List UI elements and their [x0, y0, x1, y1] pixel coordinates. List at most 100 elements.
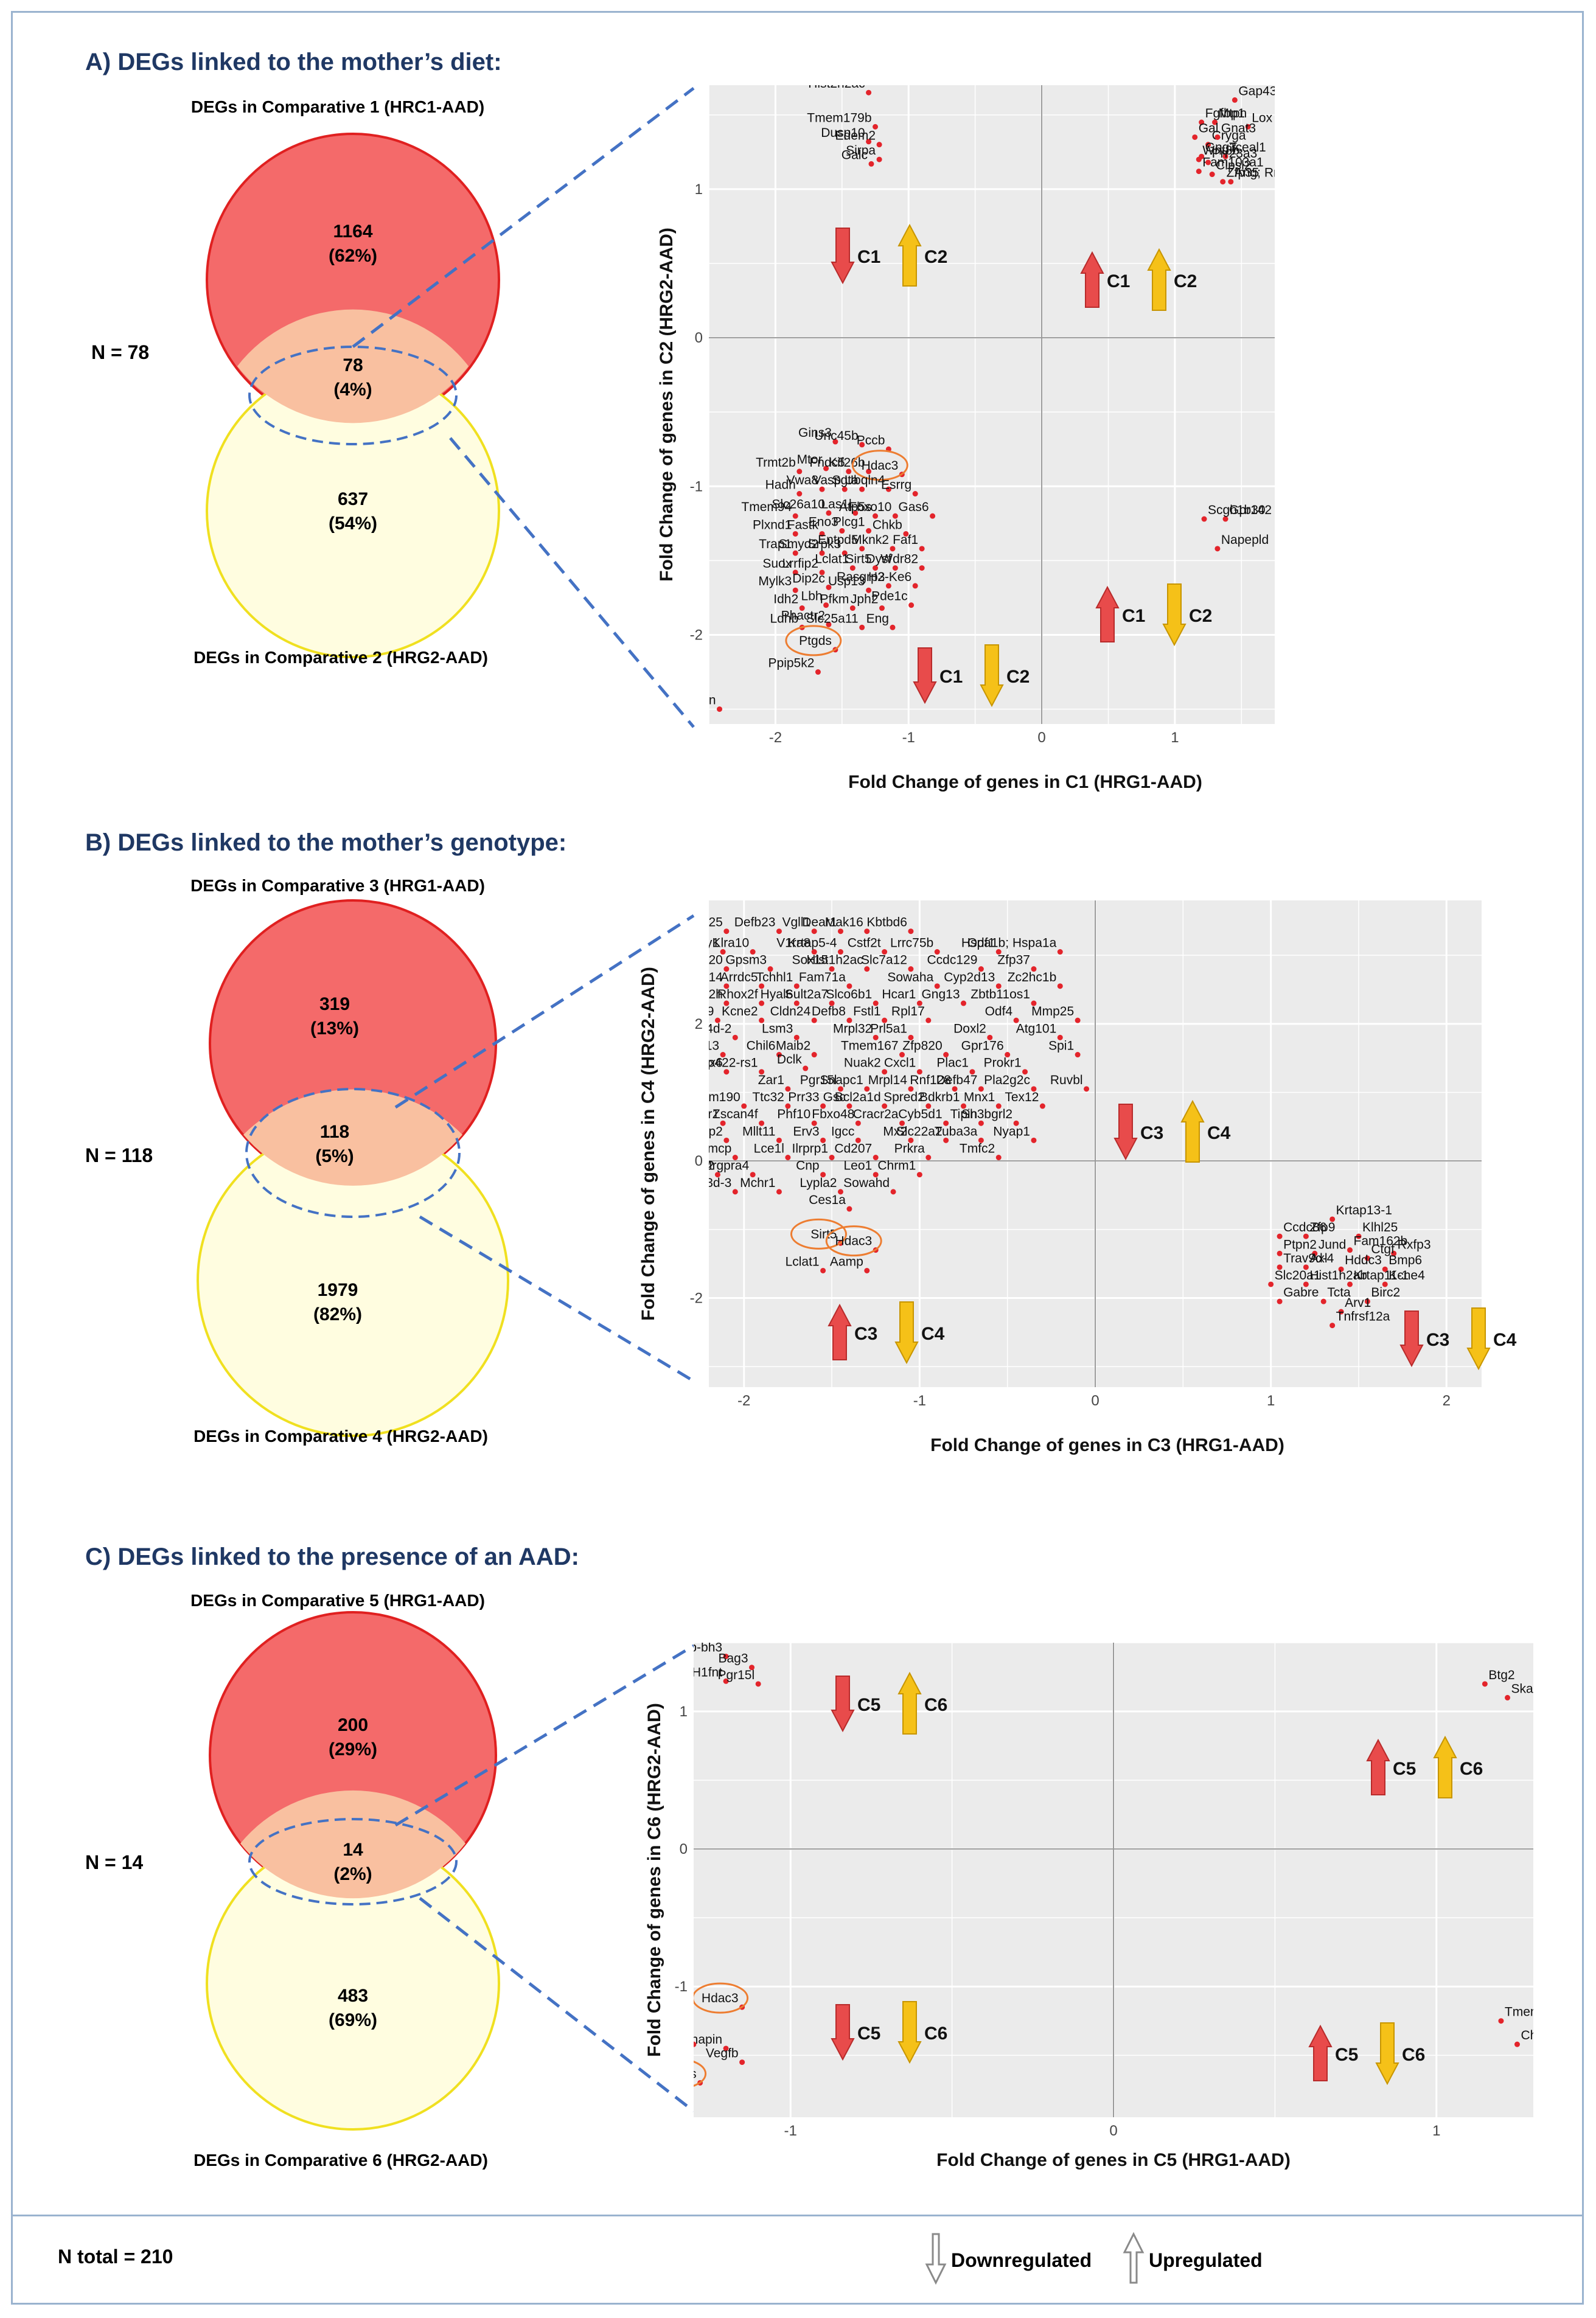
gene-dot — [943, 1052, 949, 1058]
gene-label: Lclat1 — [815, 552, 849, 566]
gene-label: Tipin — [950, 1107, 978, 1121]
gene-label: Kbtbd6 — [866, 916, 907, 930]
plot-a-quadrant-labels: C1 C2 C1 C2 C1 C2 C1 C2 — [831, 223, 1212, 708]
gene-label: Fbxo10 — [849, 500, 891, 514]
venn-b-overlap-outline — [245, 1088, 461, 1218]
gene-dot — [925, 1103, 932, 1109]
gene-label: Vwa8 — [786, 473, 818, 487]
gene-dot — [859, 486, 865, 492]
gene-point: Slco6b1 — [826, 987, 879, 1006]
quad-label-a: C3 — [1426, 1330, 1449, 1350]
gene-label: Bdkrb1 — [919, 1090, 960, 1104]
gene-dot — [1498, 2018, 1504, 2024]
zoom-line-b-top — [394, 914, 695, 1109]
gene-dot — [1205, 159, 1211, 165]
gene-dot — [995, 1155, 1002, 1161]
gene-dot — [759, 1120, 765, 1126]
gene-label: Aamp — [830, 1255, 863, 1269]
gene-dot — [720, 1052, 726, 1058]
gene-point: Chil6 — [747, 1039, 782, 1058]
gene-dot — [811, 1052, 817, 1058]
gene-label: Slc20a1 — [1275, 1269, 1321, 1283]
gene-point: Gas6 — [898, 500, 936, 519]
gene-label: Hcar1 — [882, 987, 916, 1001]
gene-point: Aamp — [830, 1255, 870, 1273]
gene-point: Tnfrsf12a — [1329, 1310, 1390, 1329]
gene-dot — [1514, 2041, 1520, 2047]
gene-label: Lox — [1252, 111, 1272, 125]
gene-label: Trap1 — [759, 537, 792, 551]
gene-point: Defb47 — [936, 1073, 984, 1092]
gene-point: Krtap11-1 — [1347, 1269, 1409, 1287]
gene-dot — [820, 1267, 826, 1273]
gene-point: Mtpn — [1212, 106, 1247, 125]
gene-point: Vwa8 — [786, 473, 825, 492]
gene-dot — [866, 528, 872, 534]
gene-dot — [1382, 1281, 1388, 1287]
gene-label: Eno3 — [809, 515, 838, 529]
gene-dot — [1013, 1120, 1019, 1126]
gene-label: Tmem190 — [683, 1090, 741, 1104]
gene-dot — [1482, 1681, 1488, 1687]
quad-label-b: C2 — [1174, 271, 1197, 291]
gene-label: Zfp37 — [997, 953, 1030, 967]
gene-point: Hist1h2ac — [806, 953, 870, 972]
plot-c-ticks: -1 0 1 1 0 -1 — [675, 1704, 1441, 2139]
gene-point: Hdac3 — [851, 450, 908, 481]
gene-point: Lox — [1245, 111, 1273, 130]
gene-point: Birc2 — [1364, 1286, 1400, 1304]
gene-dot — [864, 928, 870, 935]
gene-point: Hdac3 — [694, 1982, 749, 2014]
gene-point: Zfp9 — [1303, 1220, 1335, 1239]
gene-dot — [819, 531, 825, 537]
gene-point: Phf10 — [777, 1107, 817, 1126]
gene-point: Trav13d-3 — [709, 1176, 738, 1195]
gene-point: Mmp25 — [1031, 1004, 1081, 1023]
gene-dot — [912, 491, 918, 497]
gene-label: Hist2h2ac — [808, 77, 865, 91]
gene-point: Idh2 — [773, 593, 805, 611]
gene-label: Phf10 — [777, 1107, 810, 1121]
gene-label: Dysf — [866, 552, 891, 566]
gene-label: Faf1 — [893, 533, 918, 547]
gene-dot — [873, 1155, 879, 1161]
gene-point: Arv1 — [1338, 1296, 1371, 1315]
gene-label: H1fnt — [692, 1665, 722, 1679]
gene-label: Mx2 — [883, 1124, 907, 1138]
venn-b-top-count: 319 — [319, 994, 350, 1014]
gene-point: Skap2 — [1505, 1682, 1533, 1700]
gene-point: Vegfb — [706, 2047, 745, 2066]
gene-label: Igcc — [831, 1124, 855, 1138]
gene-point: Rpl17 — [891, 1004, 932, 1023]
gene-dot — [868, 161, 874, 167]
gene-dot — [876, 142, 882, 148]
gene-dot — [1196, 156, 1202, 162]
gene-point: Chkb — [873, 518, 909, 537]
gene-dot — [1391, 1250, 1397, 1256]
gene-dot — [820, 1103, 826, 1109]
gene-label: Pgr15l — [800, 1073, 837, 1087]
gene-dot — [820, 1137, 826, 1143]
gene-point: Slc26a10 — [772, 497, 832, 516]
gene-label: Zc2hc1b — [1008, 970, 1057, 984]
gene-point: Sgta — [832, 473, 865, 492]
gene-label: Mrpl32 — [833, 1022, 872, 1035]
gene-point: Gal — [1192, 121, 1218, 140]
gene-label: Hdac3 — [702, 1991, 739, 2005]
quad-label-a: C5 — [1335, 2045, 1358, 2065]
gene-dot — [819, 550, 825, 556]
gene-label: Clpsl2 — [1216, 159, 1251, 173]
gene-dot — [826, 584, 832, 590]
gene-dot — [776, 1052, 782, 1058]
gene-label: Ccdc86 — [1283, 1220, 1326, 1234]
gene-dot — [1084, 1086, 1090, 1092]
gene-point: Cyb5d1 — [898, 1107, 949, 1126]
gene-point: Nexn — [709, 694, 723, 712]
gene-dot — [1205, 142, 1211, 148]
highlight-circle — [694, 2061, 707, 2087]
gene-label: Kif26b — [829, 456, 865, 470]
venn-a-bottom-count: 637 — [338, 489, 368, 509]
gene-dot — [1312, 1250, 1318, 1256]
gene-dot — [826, 621, 832, 627]
gene-label: Mchr1 — [740, 1176, 775, 1190]
